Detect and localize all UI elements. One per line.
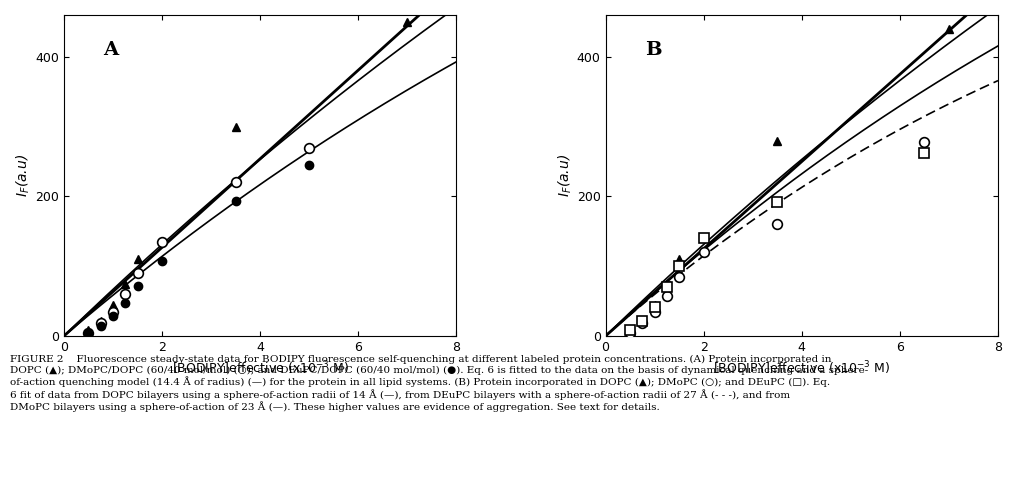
Text: B: B <box>645 41 661 59</box>
Y-axis label: $I_F$(a.u): $I_F$(a.u) <box>15 154 33 197</box>
Text: A: A <box>103 41 118 59</box>
Y-axis label: $I_F$(a.u): $I_F$(a.u) <box>556 154 574 197</box>
X-axis label: [BODIPY]effective (x10$^{-3}$ M): [BODIPY]effective (x10$^{-3}$ M) <box>713 360 891 377</box>
X-axis label: [BODIPY]effective (x10$^{-3}$ M): [BODIPY]effective (x10$^{-3}$ M) <box>172 360 349 377</box>
Text: FIGURE 2    Fluorescence steady-state data for BODIPY fluorescence self-quenchin: FIGURE 2 Fluorescence steady-state data … <box>10 355 869 412</box>
